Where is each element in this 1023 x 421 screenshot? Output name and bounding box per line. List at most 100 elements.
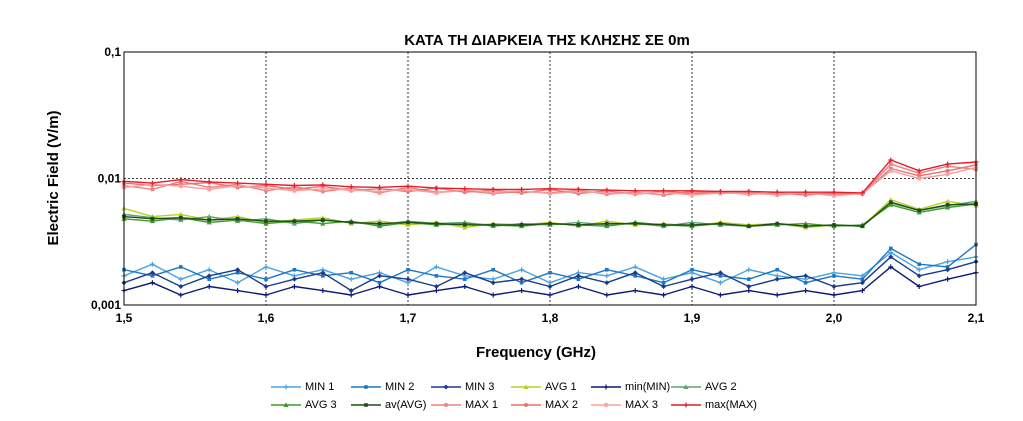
data-point <box>605 267 609 272</box>
x-tick-label: 1,6 <box>258 311 275 325</box>
x-tick-label: 2,1 <box>968 311 985 325</box>
data-point <box>888 250 894 256</box>
data-point <box>321 274 325 278</box>
data-point <box>888 264 894 270</box>
data-point <box>803 288 809 294</box>
legend-item-avg-1: AVG 1 <box>510 381 590 393</box>
data-point <box>945 202 950 207</box>
legend-label: max(MAX) <box>705 399 757 411</box>
data-point <box>491 223 495 227</box>
data-point <box>490 280 496 286</box>
data-point <box>206 213 212 219</box>
data-point <box>690 223 694 227</box>
data-point <box>661 280 666 285</box>
data-point <box>178 284 184 290</box>
data-point <box>916 176 922 181</box>
legend-label: MAX 1 <box>465 399 499 411</box>
legend-swatch-marker <box>683 402 689 408</box>
data-point <box>433 284 439 290</box>
data-point <box>803 280 808 285</box>
series-min-1 <box>121 250 979 286</box>
y-axis-label: Electric Field (V/m) <box>45 110 62 245</box>
data-point <box>718 221 723 226</box>
data-point <box>831 189 837 195</box>
data-point <box>633 221 637 226</box>
data-point <box>462 284 468 290</box>
data-point <box>405 292 411 298</box>
legend-swatch <box>591 402 621 408</box>
legend-swatch-marker <box>283 384 289 390</box>
data-point <box>575 273 581 279</box>
data-point <box>774 189 780 195</box>
data-point <box>263 185 269 191</box>
legend-swatch <box>431 384 461 390</box>
legend-swatch <box>351 403 381 407</box>
data-point <box>377 223 383 229</box>
data-point <box>803 189 809 195</box>
data-point <box>889 200 893 204</box>
data-point <box>689 276 695 282</box>
data-point <box>433 288 439 294</box>
legend-item-avg-3: AVG 3 <box>270 399 350 411</box>
y-tick-label: 0,1 <box>104 45 121 59</box>
data-point <box>207 218 211 222</box>
legend-swatch <box>511 384 541 389</box>
data-point <box>263 221 269 226</box>
legend-label: MIN 3 <box>465 381 495 393</box>
data-point <box>718 274 723 278</box>
data-point <box>206 186 212 192</box>
data-point <box>575 186 581 192</box>
legend-swatch <box>591 384 621 390</box>
legend-swatch-marker <box>603 402 609 408</box>
data-point <box>349 220 353 225</box>
data-point <box>633 274 637 278</box>
data-point <box>406 220 410 225</box>
data-point <box>462 224 468 230</box>
data-point <box>775 221 779 226</box>
data-point <box>860 277 865 281</box>
data-point <box>491 267 495 272</box>
data-point <box>292 267 297 272</box>
data-point <box>519 267 525 273</box>
legend-label: MIN 1 <box>305 381 335 393</box>
data-point <box>263 292 269 298</box>
data-point <box>917 262 921 267</box>
legend-swatch <box>511 403 541 407</box>
legend-item-min-1: MIN 1 <box>270 381 350 393</box>
data-point <box>832 274 836 278</box>
data-point <box>433 185 439 191</box>
data-point <box>690 267 694 272</box>
data-point <box>519 280 524 285</box>
legend-row: MIN 1 MIN 2 MIN 3 AVG 1 min(MIN) AVG 2 <box>270 378 770 396</box>
data-point <box>632 191 638 197</box>
data-point <box>206 179 212 185</box>
y-tick-label: 0,001 <box>91 298 121 312</box>
data-point <box>689 188 695 194</box>
legend-item-avg-2: AVG 2 <box>670 381 750 393</box>
data-point <box>149 261 155 267</box>
data-point <box>462 186 468 192</box>
data-point <box>434 274 439 278</box>
data-point <box>178 292 184 298</box>
legend-swatch-marker <box>523 384 529 389</box>
data-point <box>348 276 354 282</box>
data-point <box>405 276 411 282</box>
data-point <box>689 192 695 198</box>
data-point <box>774 276 780 282</box>
data-point <box>859 190 865 196</box>
data-point <box>916 267 922 273</box>
series-min-2 <box>122 242 978 285</box>
data-point <box>263 181 269 187</box>
data-point <box>320 270 326 276</box>
legend-swatch <box>351 385 381 389</box>
data-point <box>632 264 638 270</box>
data-point <box>746 267 752 273</box>
data-point <box>291 183 297 189</box>
data-point <box>717 188 723 194</box>
data-point <box>377 273 383 279</box>
data-point <box>178 211 184 217</box>
data-point <box>747 277 751 281</box>
y-tick-label: 0,01 <box>98 172 122 186</box>
data-point <box>207 277 211 281</box>
legend-label: av(AVG) <box>385 399 427 411</box>
